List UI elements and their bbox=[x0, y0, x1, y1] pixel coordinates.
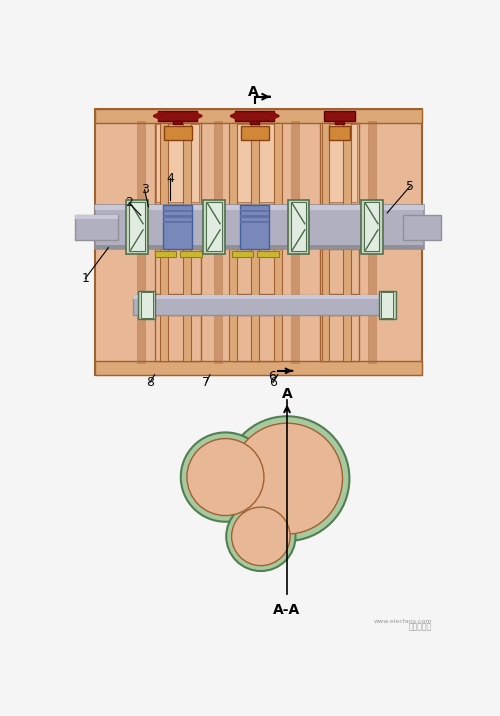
Polygon shape bbox=[94, 205, 424, 210]
Polygon shape bbox=[344, 123, 351, 205]
Polygon shape bbox=[232, 123, 278, 204]
Text: www.elecfans.com: www.elecfans.com bbox=[374, 619, 432, 624]
Polygon shape bbox=[381, 292, 394, 318]
Polygon shape bbox=[154, 249, 201, 294]
Polygon shape bbox=[156, 125, 200, 202]
Polygon shape bbox=[274, 123, 281, 205]
Polygon shape bbox=[183, 123, 191, 205]
Polygon shape bbox=[240, 221, 270, 223]
Circle shape bbox=[232, 423, 342, 534]
Polygon shape bbox=[163, 205, 192, 249]
Polygon shape bbox=[76, 215, 118, 219]
Polygon shape bbox=[76, 215, 118, 240]
Polygon shape bbox=[133, 296, 395, 314]
Polygon shape bbox=[322, 249, 330, 361]
Polygon shape bbox=[133, 296, 395, 299]
Circle shape bbox=[187, 439, 264, 516]
Polygon shape bbox=[328, 126, 350, 140]
Polygon shape bbox=[232, 249, 278, 294]
Polygon shape bbox=[257, 251, 278, 257]
Polygon shape bbox=[94, 109, 422, 123]
Polygon shape bbox=[320, 123, 358, 204]
Text: 5: 5 bbox=[406, 180, 414, 193]
Polygon shape bbox=[241, 126, 268, 140]
Polygon shape bbox=[94, 109, 422, 374]
Polygon shape bbox=[203, 200, 224, 253]
Polygon shape bbox=[240, 216, 270, 218]
Polygon shape bbox=[206, 202, 222, 251]
Polygon shape bbox=[129, 202, 144, 251]
Polygon shape bbox=[335, 121, 344, 125]
Text: 2: 2 bbox=[126, 196, 133, 210]
Polygon shape bbox=[163, 210, 192, 212]
Polygon shape bbox=[236, 110, 274, 121]
Polygon shape bbox=[160, 123, 168, 205]
Polygon shape bbox=[251, 123, 258, 205]
Polygon shape bbox=[274, 249, 281, 361]
Polygon shape bbox=[214, 120, 222, 363]
Polygon shape bbox=[94, 205, 424, 249]
Polygon shape bbox=[163, 216, 192, 218]
Polygon shape bbox=[364, 202, 380, 251]
Polygon shape bbox=[164, 402, 387, 621]
Polygon shape bbox=[320, 314, 358, 361]
Polygon shape bbox=[240, 210, 270, 212]
Polygon shape bbox=[154, 251, 176, 257]
Polygon shape bbox=[378, 291, 396, 319]
Polygon shape bbox=[324, 110, 355, 121]
Polygon shape bbox=[291, 202, 306, 251]
Polygon shape bbox=[154, 123, 201, 204]
Text: 6: 6 bbox=[268, 370, 276, 384]
Polygon shape bbox=[173, 121, 182, 125]
Polygon shape bbox=[126, 200, 148, 253]
Polygon shape bbox=[232, 314, 278, 361]
Polygon shape bbox=[291, 120, 298, 363]
Polygon shape bbox=[164, 126, 192, 140]
Polygon shape bbox=[322, 125, 357, 202]
Circle shape bbox=[226, 502, 296, 571]
Text: 1: 1 bbox=[82, 272, 89, 285]
Text: 电子发烧友: 电子发烧友 bbox=[408, 622, 432, 632]
Polygon shape bbox=[163, 221, 192, 223]
Polygon shape bbox=[233, 125, 276, 202]
Polygon shape bbox=[141, 292, 153, 318]
Polygon shape bbox=[320, 249, 358, 294]
Polygon shape bbox=[322, 123, 330, 205]
Polygon shape bbox=[94, 361, 422, 374]
Polygon shape bbox=[94, 245, 424, 249]
Polygon shape bbox=[288, 200, 310, 253]
Polygon shape bbox=[361, 200, 382, 253]
Polygon shape bbox=[368, 120, 376, 363]
Text: 6: 6 bbox=[270, 376, 277, 389]
Polygon shape bbox=[402, 215, 441, 240]
Text: 3: 3 bbox=[140, 183, 148, 196]
Polygon shape bbox=[158, 110, 197, 121]
Polygon shape bbox=[137, 120, 144, 363]
Polygon shape bbox=[154, 314, 201, 361]
Polygon shape bbox=[180, 251, 202, 257]
Text: A: A bbox=[248, 85, 258, 99]
Polygon shape bbox=[344, 249, 351, 361]
Polygon shape bbox=[240, 205, 270, 249]
Text: A-A: A-A bbox=[274, 603, 300, 616]
Polygon shape bbox=[230, 123, 237, 205]
Polygon shape bbox=[183, 249, 191, 361]
Polygon shape bbox=[138, 291, 156, 319]
Polygon shape bbox=[232, 251, 253, 257]
Polygon shape bbox=[230, 249, 237, 361]
Text: 4: 4 bbox=[166, 172, 174, 185]
Text: 8: 8 bbox=[146, 376, 154, 389]
Text: 7: 7 bbox=[202, 376, 210, 389]
Polygon shape bbox=[251, 249, 258, 361]
Circle shape bbox=[232, 507, 290, 566]
Polygon shape bbox=[250, 121, 260, 125]
Circle shape bbox=[224, 416, 350, 541]
Polygon shape bbox=[160, 249, 168, 361]
Circle shape bbox=[181, 432, 270, 522]
Text: A: A bbox=[282, 387, 292, 401]
